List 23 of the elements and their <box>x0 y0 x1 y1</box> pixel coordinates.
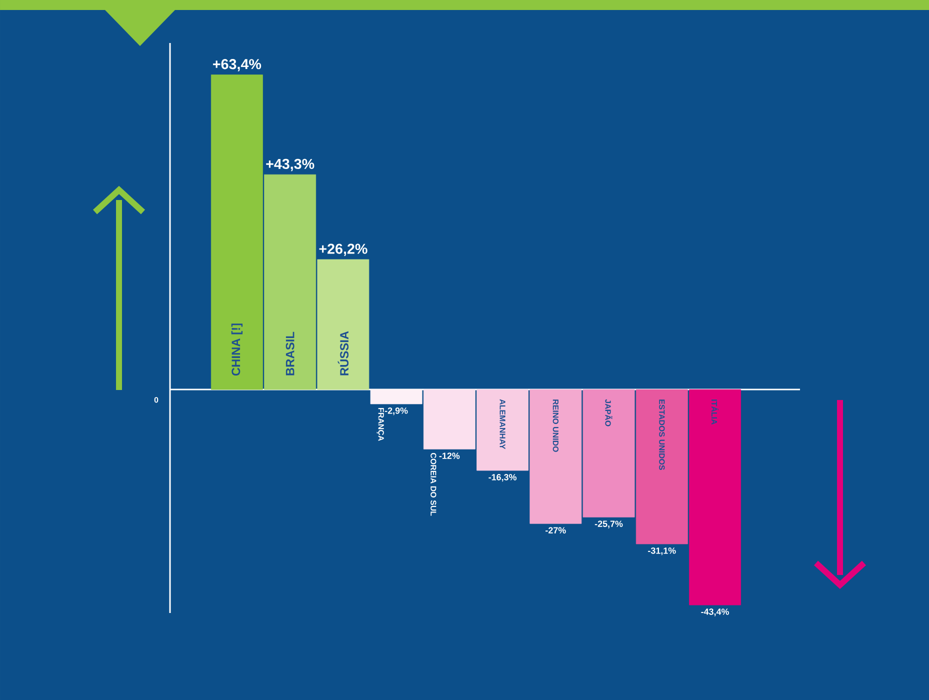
data-label: -16,3% <box>488 474 517 482</box>
bar <box>317 259 370 390</box>
bar <box>530 389 582 524</box>
bar <box>370 389 422 404</box>
bar <box>582 389 635 518</box>
data-label: +63,4% <box>213 59 262 72</box>
x-tick-label: RÚSSIA <box>338 331 349 376</box>
data-label: -2,9% <box>384 407 408 416</box>
data-label: +26,2% <box>319 244 368 256</box>
data-label: -43,4% <box>701 608 729 616</box>
data-label: -25,7% <box>594 520 623 528</box>
bar <box>423 389 476 450</box>
data-label: -12% <box>439 452 460 459</box>
bar <box>689 389 741 606</box>
data-label: -31,1% <box>648 547 676 556</box>
x-tick-label: CHINA [!] <box>231 324 243 376</box>
data-label: +43,3% <box>266 158 314 172</box>
bar <box>476 389 528 471</box>
bar <box>264 174 316 390</box>
data-label: -27% <box>546 527 566 534</box>
x-tick-label: BRASIL <box>286 332 294 376</box>
bar <box>210 74 263 390</box>
bar <box>636 389 688 544</box>
